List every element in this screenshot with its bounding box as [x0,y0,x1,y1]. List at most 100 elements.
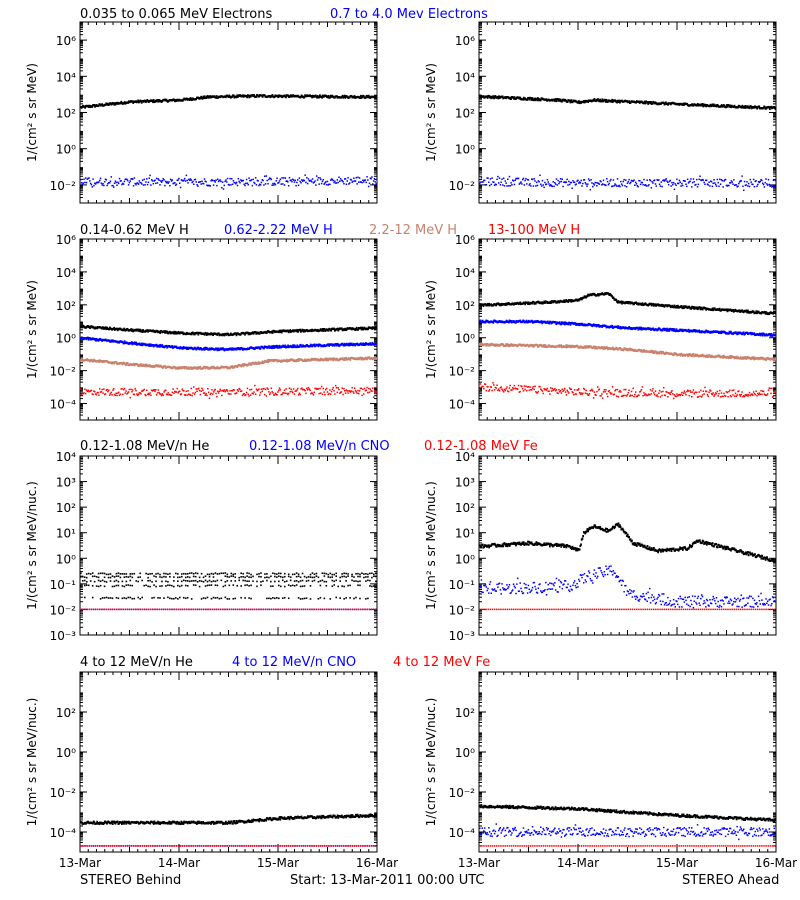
data-point [231,95,234,98]
data-point [710,308,713,311]
data-point [151,180,154,182]
data-point [98,179,101,182]
data-point [672,328,674,331]
data-point [123,102,125,105]
data-point [193,333,196,336]
data-point [756,311,758,315]
series-4 [80,384,377,399]
data-point [267,360,270,364]
data-point [192,392,194,394]
data-point [573,181,576,183]
data-point [293,393,296,395]
data-point [359,387,362,390]
data-point [254,393,257,395]
data-point [555,178,558,180]
data-point [273,346,276,349]
data-point [153,180,155,182]
data-point [99,177,102,180]
data-point [104,326,107,329]
data-point [270,178,273,181]
data-point [171,391,174,394]
data-point [275,179,278,182]
data-point [360,356,362,360]
data-point [553,98,556,101]
data-point [750,107,753,110]
data-point [123,180,126,183]
data-point [122,388,125,391]
data-point [324,182,326,184]
data-point [708,181,710,183]
data-point [239,181,241,184]
data-point [360,358,363,361]
data-point [297,330,299,333]
data-point [241,363,244,366]
data-point [302,329,304,332]
data-point [194,178,197,181]
data-point [130,328,133,331]
data-point [664,101,667,104]
data-point [363,387,366,390]
data-point [143,178,146,181]
data-point [705,179,707,182]
data-point [319,357,322,360]
data-point [685,183,687,186]
data-point [306,182,309,185]
data-point [773,185,776,188]
data-point [661,185,663,188]
data-point [307,178,310,180]
data-point [727,104,730,107]
data-point [256,362,259,365]
data-point [350,179,353,181]
data-point [193,386,195,388]
data-point [733,184,736,187]
data-point [533,97,536,100]
data-point [108,394,111,396]
data-point [334,182,337,184]
data-point [302,179,305,181]
data-point [614,183,616,185]
data-point [663,328,666,332]
data-point [111,394,113,396]
data-point [360,181,362,183]
data-point [330,178,333,180]
y-axis-label: 1/(cm² s sr MeV) [25,280,39,379]
data-point [264,183,267,185]
data-point [85,181,88,184]
data-point [186,367,189,370]
data-point [533,178,535,180]
data-point [267,182,269,185]
data-point [172,182,174,185]
data-point [188,178,190,181]
data-point [322,178,325,181]
data-point [517,177,520,180]
data-point [127,392,129,394]
data-point [135,341,137,344]
data-point [563,181,565,184]
data-point [570,300,573,303]
data-point [235,181,238,184]
data-point [306,176,308,179]
data-point [627,181,629,183]
data-point [159,393,161,395]
data-point [564,300,567,303]
data-point [197,387,200,390]
data-point [681,182,683,185]
data-point [586,295,589,298]
legend-row4-item1: 4 to 12 MeV/n He [80,655,193,670]
data-point [575,183,578,185]
data-point [117,181,119,184]
data-point [103,184,105,187]
data-point [230,178,233,180]
data-point [300,388,302,390]
data-point [309,345,311,348]
data-point [136,393,138,395]
data-point [144,363,147,366]
data-point [601,184,603,186]
data-point [756,185,758,188]
data-point [628,178,630,181]
data-point [179,393,182,396]
data-point [232,389,235,391]
data-point [112,389,114,391]
data-point [486,96,489,99]
data-point [255,95,258,98]
